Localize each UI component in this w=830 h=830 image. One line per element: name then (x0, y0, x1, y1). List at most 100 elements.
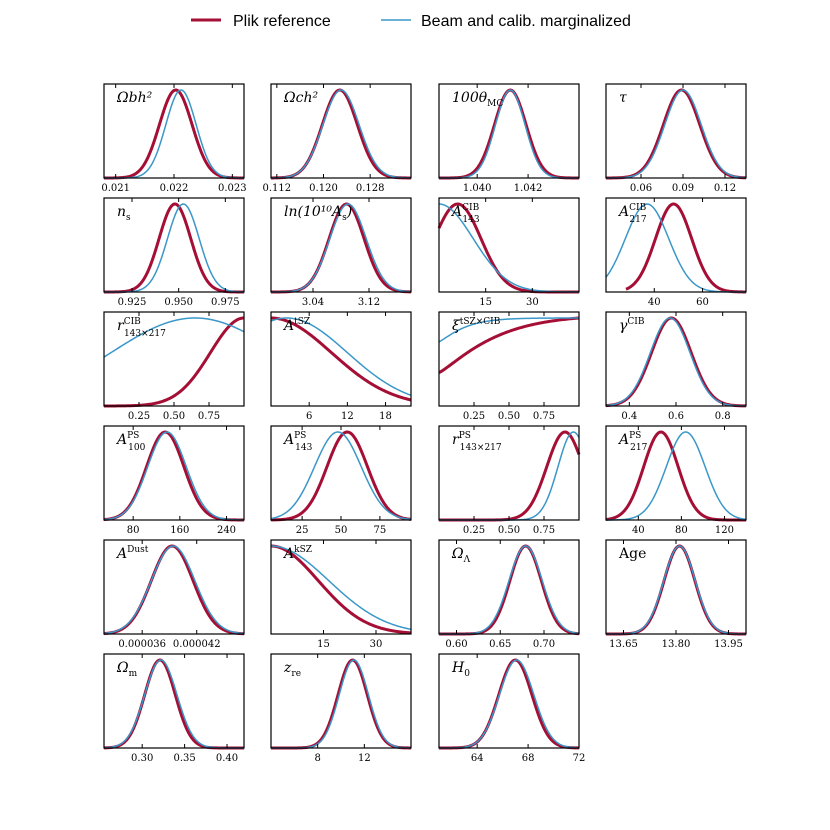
x-tick-label: 12 (358, 753, 371, 764)
x-tick-label: 0.25 (128, 411, 150, 422)
panel-label: APS 143 (282, 431, 313, 453)
x-tick-label: 0.4 (621, 411, 637, 422)
series-line-plik (103, 202, 245, 294)
x-tick-label: 0.75 (198, 411, 220, 422)
panel-logA: 3.04 3.12 ln(10¹⁰As) (270, 197, 412, 308)
x-tick-label: 80 (127, 525, 140, 536)
panel-frame (605, 425, 747, 521)
series-line-marginalized (270, 545, 412, 631)
panel-frame (605, 83, 747, 179)
x-tick-label: 0.70 (533, 639, 555, 650)
panel-theta: 1.040 1.042 100θMC (438, 83, 580, 194)
panel-label: Ωch² (283, 90, 318, 106)
x-tick-label: 1.042 (514, 183, 543, 194)
x-tick-label: 0.30 (131, 753, 153, 764)
legend: Plik reference Beam and calib. marginali… (191, 13, 631, 30)
series-line-plik (103, 88, 245, 180)
x-tick-label: 0.128 (356, 183, 385, 194)
panel-frame (103, 653, 245, 749)
panel-frame (270, 83, 412, 179)
x-tick-label: 120 (715, 525, 734, 536)
x-tick-label: 72 (573, 753, 586, 764)
series-line-marginalized (270, 317, 412, 397)
x-tick-label: 0.975 (211, 297, 240, 308)
panel-label: rPS 143×217 (452, 431, 502, 453)
x-tick-label: 3.04 (302, 297, 324, 308)
x-tick-label: 0.75 (533, 525, 555, 536)
x-tick-label: 0.60 (445, 639, 467, 650)
panel-label: Age (618, 546, 646, 562)
panel-label: ΩΛ (451, 546, 471, 565)
x-tick-label: 0.12 (714, 183, 736, 194)
x-tick-label: 30 (526, 297, 539, 308)
x-tick-label: 0.40 (216, 753, 238, 764)
x-tick-label: 50 (335, 525, 348, 536)
panel-frame (270, 197, 412, 293)
panel-frame (438, 539, 580, 635)
x-tick-label: 160 (170, 525, 189, 536)
panel-age: 13.65 13.80 13.95 Age (605, 539, 747, 650)
panel-label: H0 (451, 660, 470, 679)
panel-frame (103, 197, 245, 293)
panel-rcib: 0.25 0.50 0.75 rCIB 143×217 (103, 311, 245, 422)
x-tick-label: 0.25 (463, 411, 485, 422)
panel-label: ξtSZ×CIB (452, 317, 501, 334)
panel-h0: 64 68 72 H0 (438, 653, 586, 764)
panel-label: rCIB 143×217 (117, 317, 166, 339)
x-tick-label: 0.120 (309, 183, 338, 194)
x-tick-label: 3.12 (358, 297, 380, 308)
x-tick-label: 75 (374, 525, 387, 536)
x-tick-label: 0.925 (118, 297, 147, 308)
x-tick-label: 0.000036 (118, 639, 166, 650)
panel-label: ns (117, 204, 131, 223)
panel-frame (438, 197, 580, 293)
series-line-plik (270, 544, 412, 635)
panel-label: γCIB (619, 317, 645, 334)
panel-label: ACIB 143 (450, 203, 480, 225)
panel-label: APS 100 (115, 431, 146, 453)
x-tick-label: 15 (317, 639, 330, 650)
x-tick-label: 68 (522, 753, 535, 764)
x-tick-label: 0.112 (263, 183, 292, 194)
series-line-marginalized (103, 545, 245, 635)
panel-omegal: 0.60 0.65 0.70 ΩΛ (438, 539, 580, 650)
panel-label: AkSZ (282, 545, 312, 562)
x-tick-label: 40 (648, 297, 661, 308)
panel-label: Ωbh² (116, 90, 153, 106)
x-tick-label: 40 (632, 525, 645, 536)
panel-acib143: 15 30 ACIB 143 (437, 197, 580, 308)
x-tick-label: 0.021 (101, 183, 130, 194)
series-line-plik (438, 316, 580, 374)
series-line-plik (605, 88, 747, 180)
x-tick-label: 0.09 (672, 183, 694, 194)
panel-frame (103, 539, 245, 635)
x-tick-label: 0.35 (173, 753, 195, 764)
panel-zre: 8 12 zre (270, 653, 412, 764)
panel-label: 100θMC (452, 90, 503, 109)
panel-label: ln(10¹⁰As) (284, 204, 352, 223)
x-tick-label: 13.95 (714, 639, 743, 650)
x-tick-label: 0.8 (715, 411, 731, 422)
panel-label: ADust (115, 545, 149, 562)
panel-frame (103, 425, 245, 521)
panel-label: AtSZ (282, 317, 310, 334)
series-line-plik (270, 430, 412, 522)
panel-gammacib: 0.4 0.6 0.8 γCIB (605, 311, 747, 422)
panel-frame (605, 197, 747, 293)
panel-frame (270, 653, 412, 749)
x-tick-label: 0.06 (630, 183, 652, 194)
panel-frame (438, 83, 580, 179)
series-line-marginalized (103, 431, 245, 521)
series-line-marginalized (103, 317, 245, 358)
x-tick-label: 60 (696, 297, 709, 308)
x-tick-label: 8 (314, 753, 320, 764)
series-line-marginalized (606, 89, 747, 179)
panel-atsz: 6 12 18 AtSZ (270, 311, 412, 422)
x-tick-label: 0.000042 (173, 639, 221, 650)
x-tick-label: 0.50 (498, 411, 520, 422)
panel-omegab: 0.021 0.022 0.023 Ωbh² (101, 83, 247, 194)
panel-aksz: 15 30 AkSZ (270, 539, 412, 650)
panel-ns: 0.925 0.950 0.975 ns (103, 197, 245, 308)
panel-label: τ (619, 90, 627, 106)
x-tick-label: 240 (217, 525, 236, 536)
